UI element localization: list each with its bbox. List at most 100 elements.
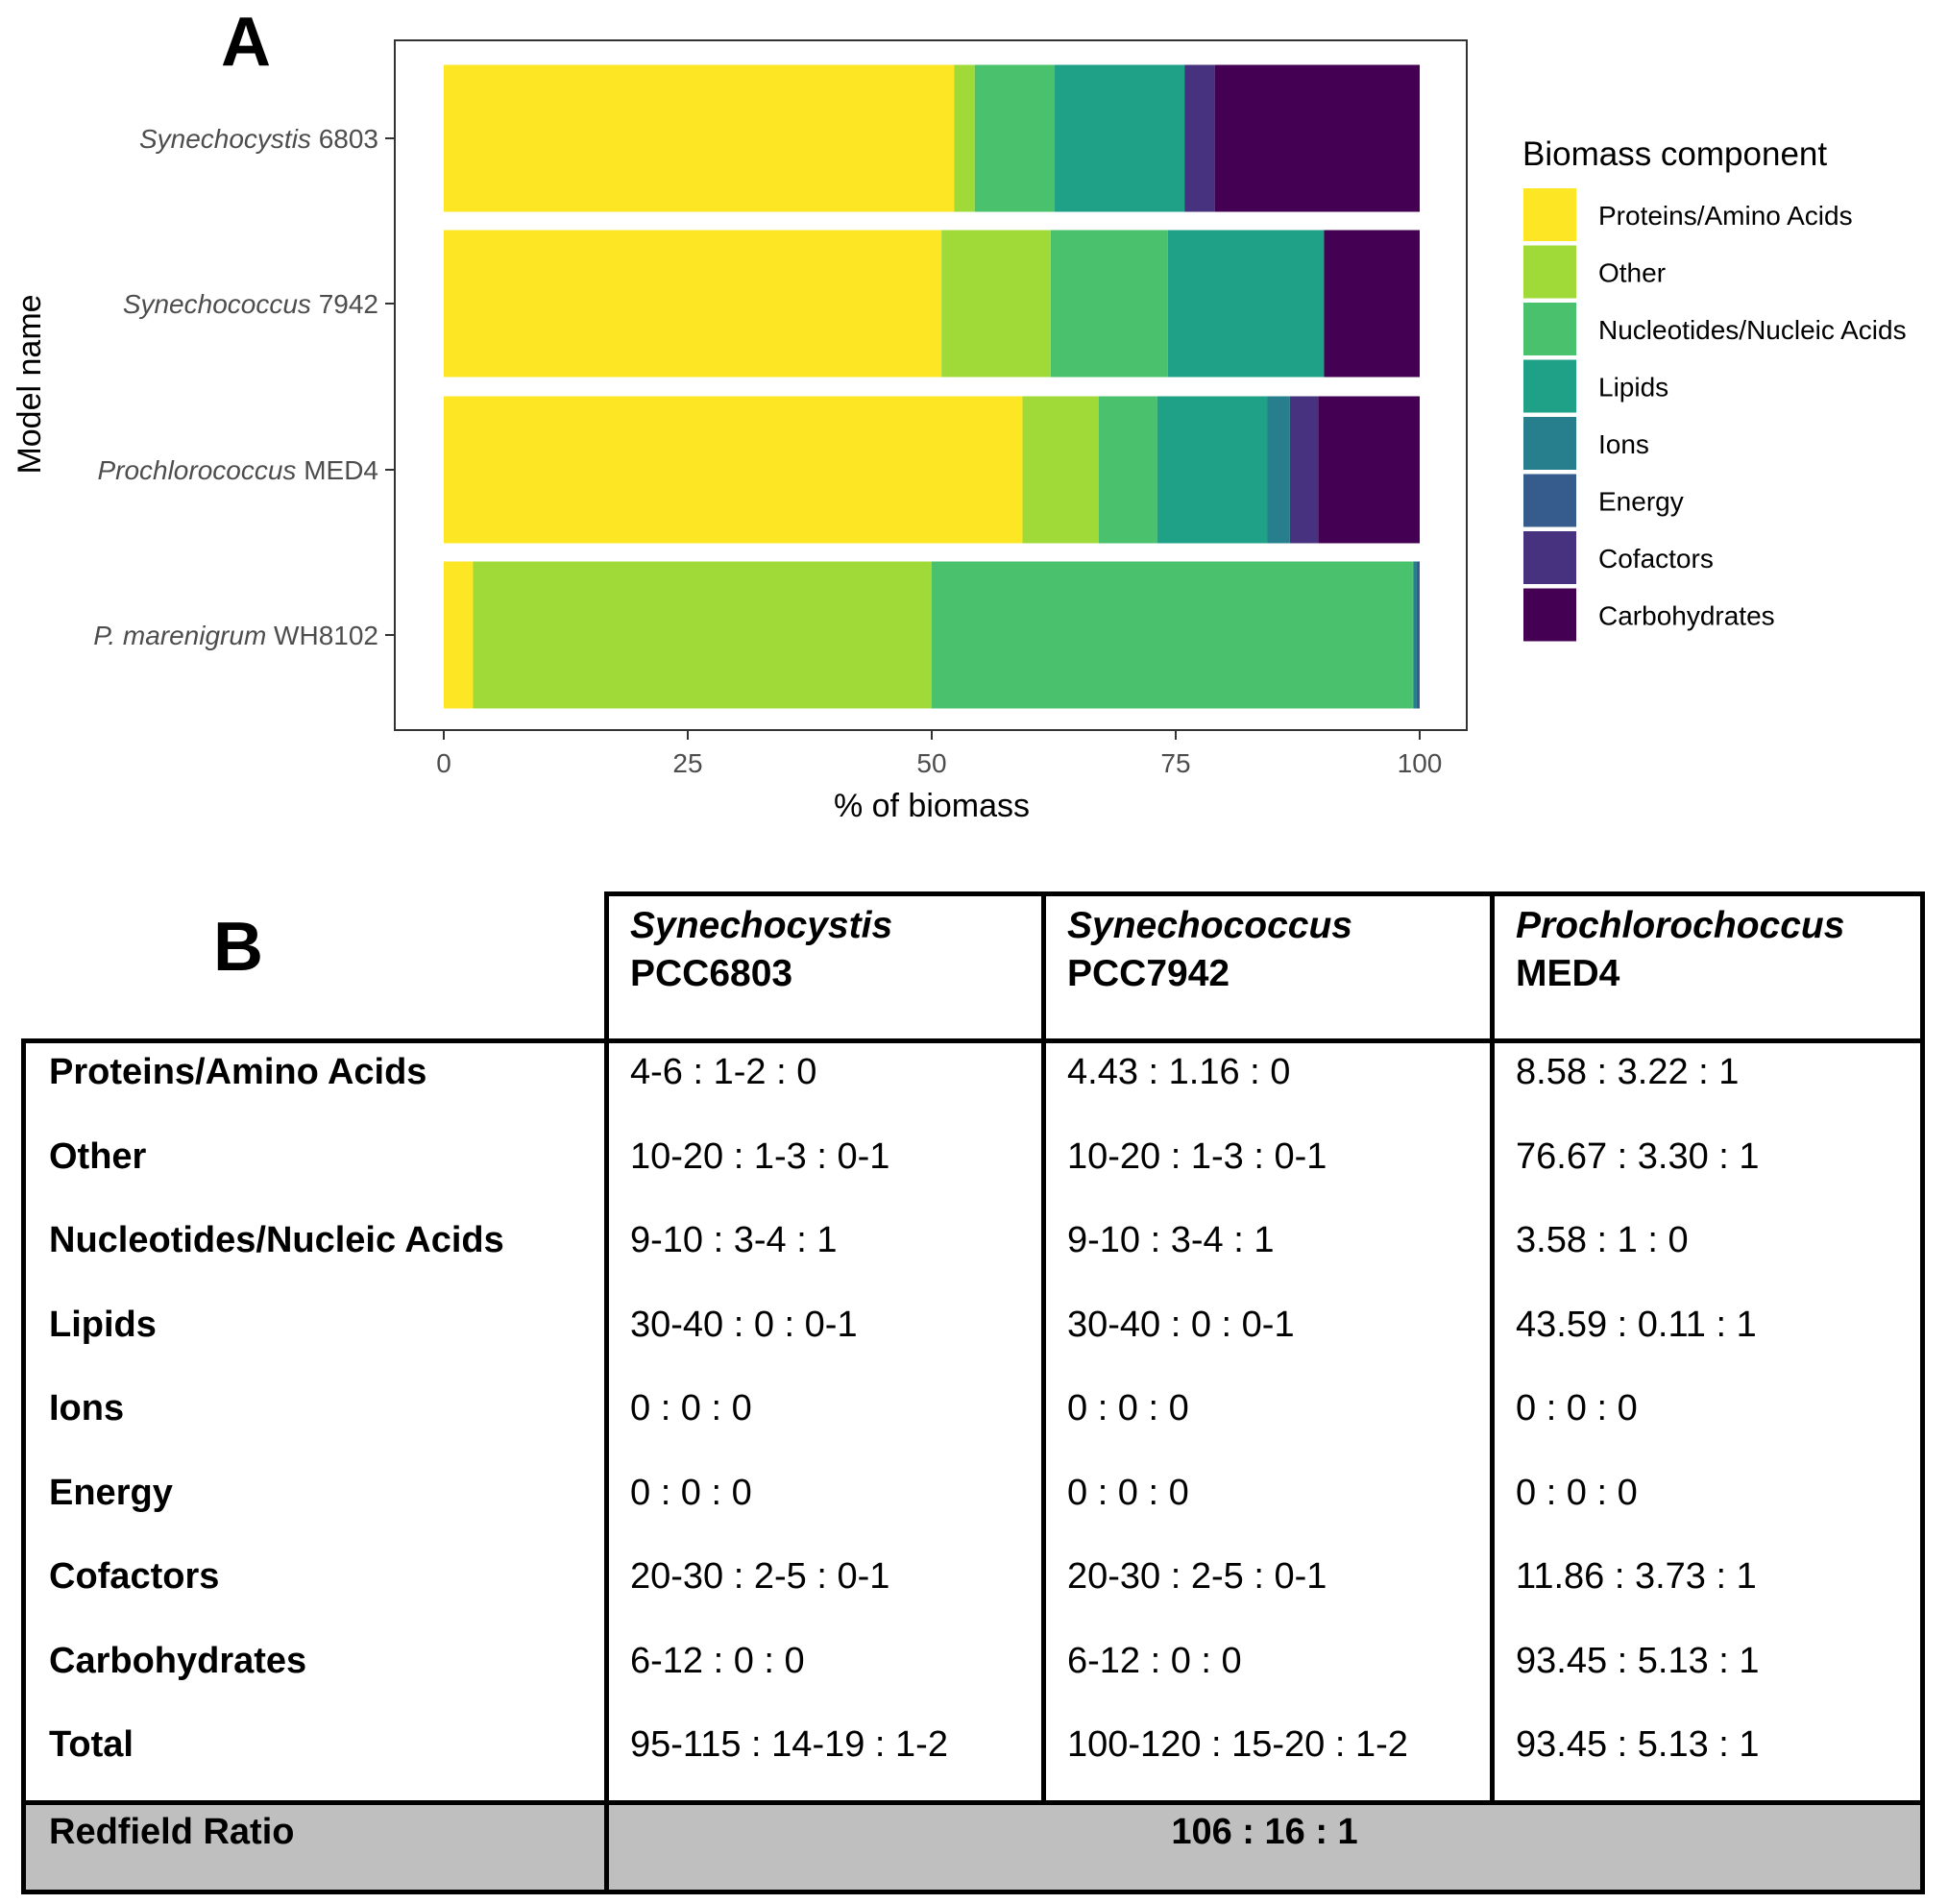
bar-segment <box>444 561 474 709</box>
table-cell: 4-6 : 1-2 : 0 <box>606 1038 1046 1128</box>
bar-segment <box>1167 230 1325 378</box>
legend: Biomass component Proteins/Amino Acids Ot… <box>1522 135 1907 642</box>
bar-segment <box>1416 561 1420 709</box>
panel-b-letter: B <box>213 909 263 986</box>
header-empty-cell <box>24 894 607 1041</box>
table-cell: 9-10 : 3-4 : 1 <box>606 1211 1046 1296</box>
table-header-row: Synechocystis PCC6803 Synechococcus PCC7… <box>24 891 1925 1043</box>
table-cell: 0 : 0 : 0 <box>606 1463 1046 1548</box>
bars-group <box>444 64 1420 709</box>
table-cell: 0 : 0 : 0 <box>606 1379 1046 1464</box>
header-genus: Prochlorochoccus <box>1516 905 1845 946</box>
header-strain: MED4 <box>1516 953 1620 994</box>
legend-swatch <box>1523 188 1576 241</box>
row-label: Carbohydrates <box>21 1631 609 1716</box>
table-row: Total 95-115 : 14-19 : 1-2 100-120 : 15-20… <box>21 1716 1925 1802</box>
legend-label: Nucleotides/Nucleic Acids <box>1598 315 1907 345</box>
y-tick-label: P. marenigrum WH8102 <box>93 621 378 650</box>
y-tick-genus: Synechocystis <box>139 124 311 154</box>
bar-segment <box>1267 396 1290 544</box>
table-row: Carbohydrates 6-12 : 0 : 0 6-12 : 0 : 0 93.… <box>21 1631 1925 1716</box>
table-cell: 0 : 0 : 0 <box>1043 1463 1495 1548</box>
row-label: Other <box>21 1127 609 1211</box>
legend-swatch <box>1523 303 1576 355</box>
bar-segment <box>1050 230 1168 378</box>
table-body: Proteins/Amino Acids 4-6 : 1-2 : 0 4.43 : … <box>21 1038 1925 1802</box>
bar-segment <box>1413 561 1417 709</box>
bar-segment <box>1289 396 1319 544</box>
legend-label: Lipids <box>1598 373 1668 403</box>
row-label: Total <box>21 1716 609 1802</box>
table-cell: 4.43 : 1.16 : 0 <box>1043 1038 1495 1128</box>
x-tick-label: 100 <box>1398 748 1443 778</box>
x-axis-title: % of biomass <box>834 788 1030 824</box>
y-axis-title: Model name <box>12 294 48 474</box>
x-tick-label: 75 <box>1160 748 1190 778</box>
table-row: Proteins/Amino Acids 4-6 : 1-2 : 0 4.43 : … <box>21 1038 1925 1128</box>
table-cell: 43.59 : 0.11 : 1 <box>1492 1295 1925 1379</box>
redfield-ratio-table: Synechocystis PCC6803 Synechococcus PCC7… <box>21 891 1925 1894</box>
table-row: Other 10-20 : 1-3 : 0-1 10-20 : 1-3 : 0-1 7… <box>21 1127 1925 1211</box>
redfield-row: Redfield Ratio 106 : 16 : 1 <box>21 1799 1925 1894</box>
table-row: Lipids 30-40 : 0 : 0-1 30-40 : 0 : 0-1 43.5… <box>21 1295 1925 1379</box>
header-prochlorococcus: Prochlorochoccus MED4 <box>1490 891 1925 1043</box>
legend-label: Carbohydrates <box>1598 601 1775 631</box>
bar-segment <box>1098 396 1157 544</box>
x-axis: 0 25 50 75 100 <box>436 730 1442 778</box>
y-axis: Synechocystis 6803 Synechococcus 7942 Proc… <box>93 124 395 650</box>
y-tick-strain: WH8102 <box>266 621 378 650</box>
panel-a-letter: A <box>221 4 271 81</box>
table-cell: 20-30 : 2-5 : 0-1 <box>1043 1548 1495 1632</box>
bar-segment <box>941 230 1051 378</box>
header-synechocystis: Synechocystis PCC6803 <box>604 891 1046 1043</box>
redfield-label: Redfield Ratio <box>21 1799 609 1894</box>
bar-segment <box>1157 396 1268 544</box>
header-strain: PCC7942 <box>1067 953 1230 994</box>
y-tick-label: Synechocystis 6803 <box>139 124 378 154</box>
bar-segment <box>1055 64 1185 212</box>
header-genus: Synechococcus <box>1067 905 1352 946</box>
row-label: Cofactors <box>21 1548 609 1632</box>
bar-segment <box>974 64 1056 212</box>
table-cell: 100-120 : 15-20 : 1-2 <box>1043 1716 1495 1802</box>
legend-swatch <box>1523 359 1576 413</box>
legend-label: Energy <box>1598 487 1684 517</box>
table-cell: 10-20 : 1-3 : 0-1 <box>606 1127 1046 1211</box>
table-cell: 3.58 : 1 : 0 <box>1492 1211 1925 1296</box>
header-genus: Synechocystis <box>630 905 893 946</box>
y-tick-genus: Synechococcus <box>123 289 311 319</box>
table-cell: 8.58 : 3.22 : 1 <box>1492 1038 1925 1128</box>
bar-segment <box>473 561 932 709</box>
y-tick-strain: 6803 <box>311 124 378 154</box>
legend-swatch <box>1523 417 1576 470</box>
row-label: Ions <box>21 1379 609 1464</box>
bar-segment <box>1214 64 1420 212</box>
legend-title: Biomass component <box>1522 135 1827 173</box>
legend-label: Proteins/Amino Acids <box>1598 201 1853 231</box>
bar-segment <box>1184 64 1215 212</box>
stacked-bar-chart: Synechocystis 6803 Synechococcus 7942 Proc… <box>12 39 1907 824</box>
y-tick-strain: MED4 <box>296 455 378 485</box>
legend-label: Cofactors <box>1598 544 1714 574</box>
table-cell: 30-40 : 0 : 0-1 <box>606 1295 1046 1379</box>
y-tick-label: Prochlorococcus MED4 <box>97 455 378 485</box>
table-cell: 93.45 : 5.13 : 1 <box>1492 1716 1925 1802</box>
bar-segment <box>1318 396 1420 544</box>
header-strain: PCC6803 <box>630 953 793 994</box>
legend-swatch <box>1523 245 1576 299</box>
y-tick-genus: Prochlorococcus <box>97 455 296 485</box>
legend-swatch <box>1523 588 1576 642</box>
bar-segment <box>1324 230 1420 378</box>
table-cell: 9-10 : 3-4 : 1 <box>1043 1211 1495 1296</box>
bar-segment <box>444 230 942 378</box>
legend-label: Other <box>1598 258 1666 288</box>
table-cell: 76.67 : 3.30 : 1 <box>1492 1127 1925 1211</box>
header-synechococcus: Synechococcus PCC7942 <box>1041 891 1495 1043</box>
bar-segment <box>444 64 955 212</box>
table-cell: 0 : 0 : 0 <box>1492 1463 1925 1548</box>
legend-swatch <box>1523 474 1576 527</box>
y-tick-strain: 7942 <box>311 289 378 319</box>
y-tick-label: Synechococcus 7942 <box>123 289 378 319</box>
